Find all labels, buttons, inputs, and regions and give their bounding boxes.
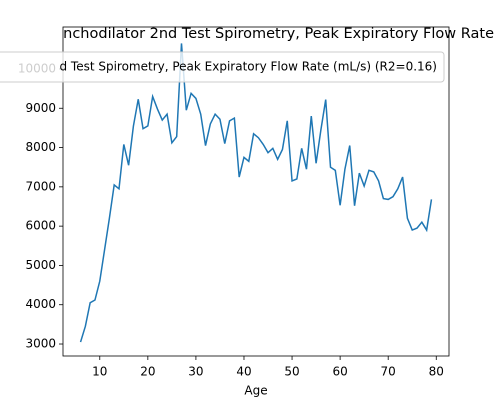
line-series (79, 43, 433, 343)
chart-title: nchodilator 2nd Test Spirometry, Peak Ex… (63, 26, 494, 42)
y-tick-label: 9000 (25, 101, 56, 115)
legend-label: d Test Spirometry, Peak Expiratory Flow … (59, 60, 437, 74)
y-tick-label: 7000 (25, 179, 56, 193)
x-tick-label: 40 (236, 365, 251, 379)
x-tick-label: 50 (284, 365, 299, 379)
y-tick-label: 5000 (25, 258, 56, 272)
plot-frame (62, 26, 450, 357)
y-tick-label: 8000 (25, 140, 56, 154)
legend-box (0, 51, 445, 83)
x-axis-label: Age (244, 384, 267, 398)
x-tick-label: 70 (381, 365, 396, 379)
y-tick-label: 4000 (25, 297, 56, 311)
y-tick-label: 6000 (25, 219, 56, 233)
x-tick-label: 80 (429, 365, 444, 379)
x-tick-label: 60 (332, 365, 347, 379)
y-tick-label: 3000 (25, 337, 56, 351)
x-tick-label: 10 (92, 365, 107, 379)
x-tick-label: 30 (188, 365, 203, 379)
x-tick-label: 20 (140, 365, 155, 379)
